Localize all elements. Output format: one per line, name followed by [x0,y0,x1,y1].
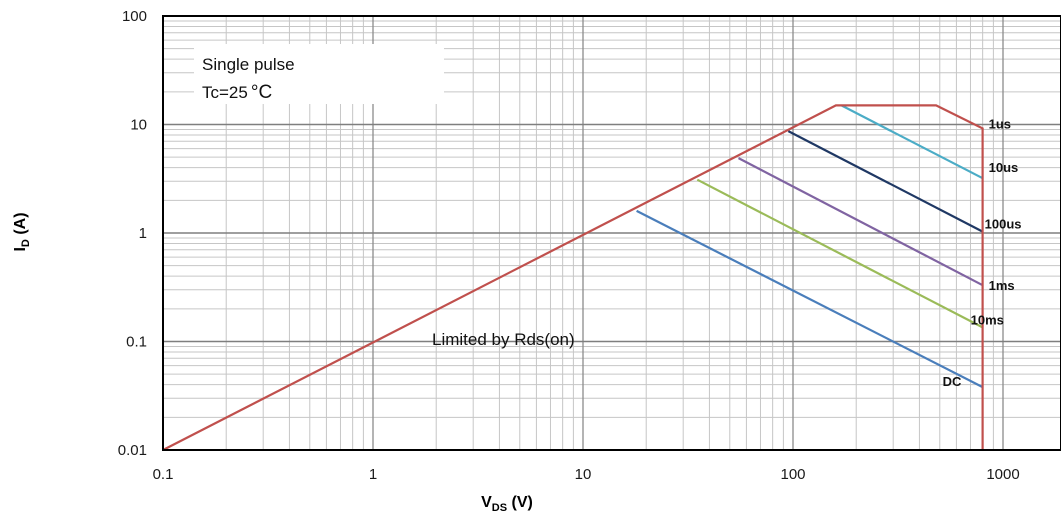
annotation-tc-unit: °C [251,82,272,103]
annotation-tc: Tc=25 °C [202,82,272,103]
y-axis-title-main: I [12,247,29,251]
series-layer [162,104,984,451]
annotation-box [194,44,444,104]
series-line-dc [636,209,984,389]
annotation-limited: Limited by Rds(on) [432,330,575,349]
y-tick-label: 0.01 [118,442,147,459]
series-label-100us: 100us [985,217,1022,232]
annotation-single-pulse: Single pulse [202,55,295,74]
x-axis-title-suffix: (V) [507,494,533,511]
x-tick-label: 1000 [986,466,1019,483]
series-label-10ms: 10ms [971,312,1004,327]
y-axis-title-sub: D [20,239,32,247]
annotation-tc-value: Tc=25 [202,83,248,102]
y-tick-label: 1 [139,225,147,242]
x-axis-title-main: V [481,494,492,511]
x-tick-label: 10 [575,466,592,483]
y-axis-title: ID (A) [12,212,32,251]
series-label-10us: 10us [989,160,1019,175]
y-tick-label: 10 [130,117,147,134]
y-axis-title-suffix: (A) [12,212,29,239]
x-tick-label: 100 [780,466,805,483]
y-tick-label: 100 [122,8,147,25]
plot-frame [162,15,1061,451]
series-label-dc: DC [943,374,962,389]
x-axis-title: VDS (V) [481,494,533,514]
series-label-1ms: 1ms [989,278,1015,293]
series-line-10ms [696,178,984,329]
y-tick-label: 0.1 [126,334,147,351]
series-labels: DC 10ms 1ms 100us 10us 1us [943,116,1022,389]
series-line-10us [840,104,984,180]
series-line-1us [162,104,984,451]
x-axis-title-sub: DS [492,502,507,514]
series-line-1ms [737,157,984,287]
series-line-100us [787,130,984,233]
x-tick-label: 1 [369,466,377,483]
series-label-1us: 1us [989,116,1011,131]
x-tick-label: 0.1 [153,466,174,483]
ticks-layer: 0.1 1 10 100 1000 0.01 0.1 1 10 100 [118,8,1020,483]
